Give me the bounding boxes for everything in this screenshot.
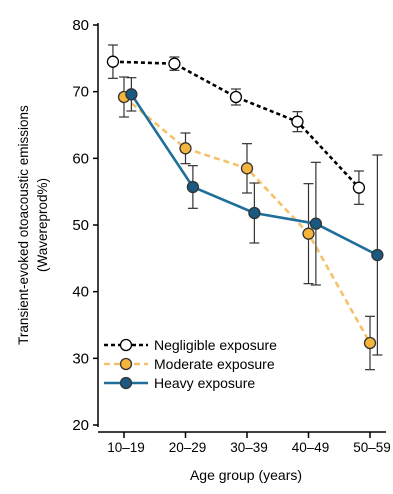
y-axis-title: Transient-evoked otoacoustic emissions [16, 105, 31, 345]
data-point [168, 57, 181, 70]
y-tick-label: 30 [72, 350, 89, 367]
x-tick-label: 40–49 [292, 440, 330, 455]
x-tick-label: 50–59 [353, 440, 391, 455]
x-axis-title: Age group (years) [190, 467, 302, 483]
data-point [240, 162, 254, 175]
legend-marker [119, 376, 133, 390]
legend-label: Heavy exposure [154, 375, 255, 391]
legend-label: Negligible exposure [154, 337, 277, 353]
y-tick-label: 70 [72, 84, 89, 101]
legend-marker [119, 338, 133, 352]
y-tick-label: 80 [72, 17, 89, 34]
series-moderate-exposure [117, 76, 377, 371]
legend-label: Moderate exposure [154, 356, 275, 372]
series-line [112, 60, 360, 189]
series-negligible-exposure [106, 44, 366, 205]
y-tick-label: 50 [72, 217, 89, 234]
x-tick-label: 20–29 [169, 440, 207, 455]
data-point [248, 206, 261, 220]
data-point [302, 227, 315, 240]
data-point [309, 217, 323, 230]
data-point [186, 180, 200, 194]
data-point [371, 248, 384, 262]
x-tick-label: 30–39 [230, 440, 268, 455]
series-heavy-exposure [125, 77, 384, 356]
data-point [106, 55, 120, 68]
data-point [229, 90, 243, 104]
data-point [179, 142, 192, 155]
series-line [123, 96, 372, 344]
data-point [291, 115, 304, 128]
y-tick-label: 20 [72, 417, 89, 434]
data-point [352, 181, 366, 194]
series-layer [106, 44, 384, 371]
axes: 20 30 40 50 60 70 80 10–19 20–29 30–39 40–49 50–59 A… [16, 17, 391, 483]
legend: Negligible exposure Moderate exposure Heav… [104, 337, 277, 391]
y-tick-label: 40 [72, 284, 89, 301]
x-tick-label: 10–19 [107, 440, 145, 455]
legend-marker [119, 357, 133, 371]
y-tick-label: 60 [72, 150, 89, 167]
data-point [125, 88, 138, 101]
data-point [363, 336, 377, 350]
y-axis-title-unit: (Wavereprod%) [35, 178, 50, 272]
